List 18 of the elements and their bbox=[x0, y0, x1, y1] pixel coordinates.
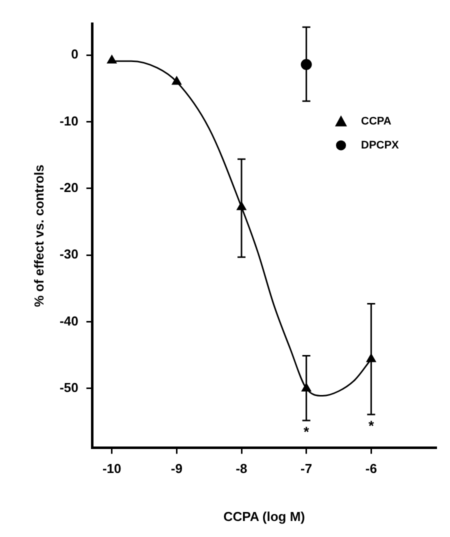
y-tick-label: -50 bbox=[60, 380, 78, 396]
y-tick-label: -30 bbox=[60, 246, 78, 262]
y-tick-label: -40 bbox=[60, 313, 78, 328]
x-tick-label: -9 bbox=[170, 461, 182, 476]
point bbox=[107, 54, 117, 64]
legend-label: DPCPX bbox=[361, 139, 400, 152]
x-tick-label: -8 bbox=[236, 461, 248, 476]
x-tick-label: -7 bbox=[300, 461, 312, 476]
y-tick-label: 0 bbox=[71, 46, 78, 62]
x-tick-label: -6 bbox=[365, 461, 377, 476]
annotation: * bbox=[304, 423, 310, 440]
legend-label: CCPA bbox=[361, 115, 392, 128]
y-tick-label: -20 bbox=[60, 180, 78, 196]
y-axis-title: % of effect vs. controls bbox=[31, 164, 46, 307]
x-axis-title: CCPA (log M) bbox=[223, 508, 305, 524]
annotation: * bbox=[368, 417, 374, 434]
x-tick-label: -10 bbox=[102, 461, 122, 476]
y-tick-label: -10 bbox=[60, 113, 78, 128]
